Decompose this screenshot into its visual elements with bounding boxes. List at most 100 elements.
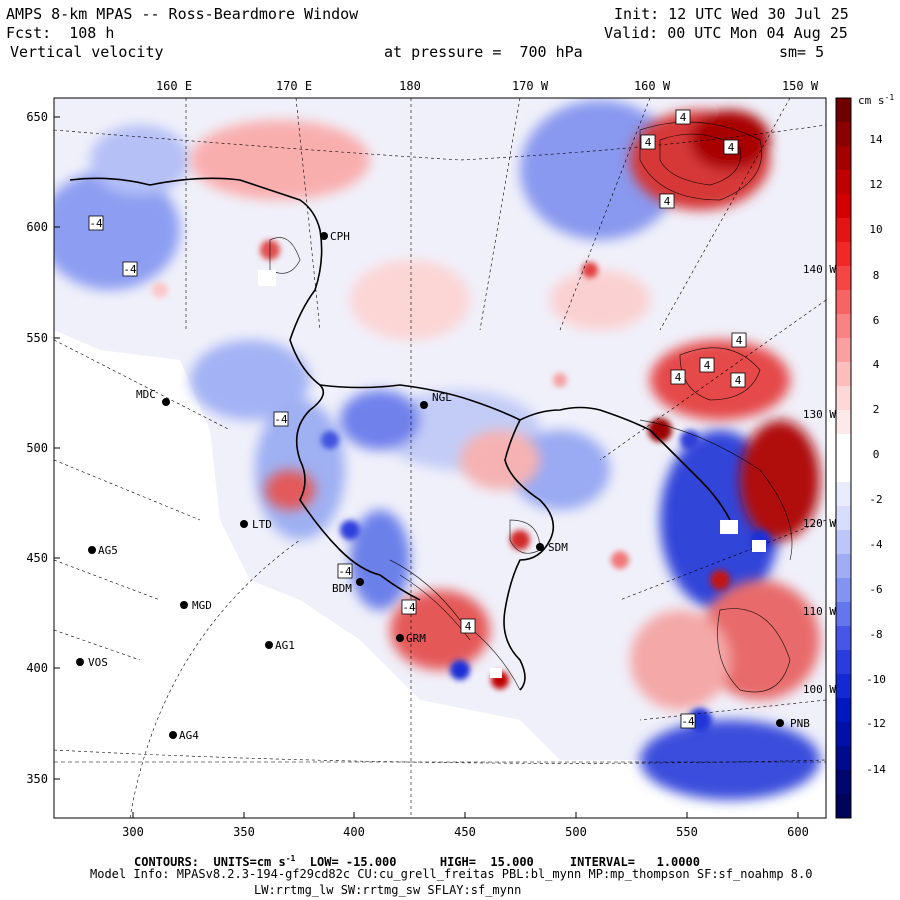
station-label: SDM bbox=[548, 541, 568, 554]
longitude-label: 170 E bbox=[276, 79, 312, 93]
colorbar-swatch bbox=[836, 146, 851, 171]
valid-time: Valid: 00 UTC Mon 04 Aug 25 bbox=[604, 24, 848, 42]
contour-label-box bbox=[670, 369, 686, 385]
colorbar-labels: 14 12 10 8 6 4 2 0 -2 -4 -6 -8 -10 -12 -14 bbox=[866, 133, 886, 776]
station-dot bbox=[162, 398, 170, 406]
colorbar-label: -12 bbox=[866, 717, 886, 730]
station-bdm: BDM bbox=[332, 578, 364, 595]
colorbar-swatch bbox=[836, 458, 851, 483]
physics-info: LW:rrtmg_lw SW:rrtmg_sw SFLAY:sf_mynn bbox=[254, 883, 522, 897]
colorbar-swatch bbox=[836, 722, 851, 747]
colorbar-swatch bbox=[836, 218, 851, 243]
colorbar-swatch bbox=[836, 578, 851, 603]
colorbar-label: 6 bbox=[873, 314, 880, 327]
station-label: CPH bbox=[330, 230, 350, 243]
station-label: AG1 bbox=[275, 639, 295, 652]
station-ngl: NGL bbox=[420, 391, 452, 409]
forecast-hour: Fcst: 108 h bbox=[6, 24, 115, 42]
x-tick-label: 400 bbox=[343, 825, 365, 839]
station-label: LTD bbox=[252, 518, 272, 531]
station-dot bbox=[169, 731, 177, 739]
field-name: Vertical velocity bbox=[10, 43, 164, 61]
y-axis-ticks: 650 600 550 500 450 400 350 bbox=[26, 110, 60, 786]
colorbar-swatch bbox=[836, 122, 851, 147]
station-pnb: PNB bbox=[776, 717, 810, 730]
station-grm: GRM bbox=[396, 632, 426, 645]
colorbar-swatch bbox=[836, 506, 851, 531]
longitude-label: 160 W bbox=[634, 79, 671, 93]
colorbar-swatch bbox=[836, 674, 851, 699]
colorbar-swatch bbox=[836, 434, 851, 459]
contour-label: -4 bbox=[401, 599, 417, 615]
x-tick-label: 550 bbox=[676, 825, 698, 839]
colorbar-label: 12 bbox=[869, 178, 882, 191]
longitude-label-right: 100 W bbox=[803, 683, 836, 696]
colorbar-label: 4 bbox=[873, 358, 880, 371]
contour-label-box bbox=[723, 139, 739, 155]
colorbar-swatch bbox=[836, 194, 851, 219]
contour-label-text: 4 bbox=[736, 334, 743, 347]
y-tick-label: 600 bbox=[26, 220, 48, 234]
longitude-label: 160 E bbox=[156, 79, 192, 93]
colorbar-label: -8 bbox=[869, 628, 882, 641]
colorbar-swatch bbox=[836, 98, 851, 123]
colorbar-label: -6 bbox=[869, 583, 882, 596]
model-title: AMPS 8-km MPAS -- Ross-Beardmore Window bbox=[6, 5, 359, 23]
contour-label-box bbox=[122, 261, 138, 277]
colorbar-label: 2 bbox=[873, 403, 880, 416]
station-dot bbox=[180, 601, 188, 609]
contour-info: CONTOURS: UNITS=cm s-1 LOW= -15.000 HIGH… bbox=[134, 854, 700, 869]
colorbar-swatch bbox=[836, 410, 851, 435]
station-dot bbox=[776, 719, 784, 727]
contour-label-box bbox=[731, 332, 747, 348]
smoothing: sm= 5 bbox=[779, 43, 825, 61]
station-mgd: MGD bbox=[180, 599, 212, 612]
station-dot bbox=[265, 641, 273, 649]
colorbar-swatch bbox=[836, 746, 851, 771]
contour-label-text: -4 bbox=[338, 565, 352, 578]
contour-label-text: -4 bbox=[123, 263, 137, 276]
colorbar-swatch bbox=[836, 242, 851, 267]
contour-label: 4 bbox=[659, 193, 675, 209]
contour-label: 4 bbox=[723, 139, 739, 155]
station-label: BDM bbox=[332, 582, 352, 595]
contour-label-text: 4 bbox=[675, 371, 682, 384]
station-label: NGL bbox=[432, 391, 452, 404]
longitude-label-right: 120 W bbox=[803, 517, 836, 530]
contour-label-text: 4 bbox=[664, 195, 671, 208]
contour-label-box bbox=[88, 215, 104, 231]
colorbar-swatch bbox=[836, 314, 851, 339]
contour-label-box bbox=[640, 134, 656, 150]
contour-label: 4 bbox=[699, 357, 715, 373]
station-dot bbox=[536, 543, 544, 551]
colorbar-swatch bbox=[836, 170, 851, 195]
contour-label: -4 bbox=[680, 713, 696, 729]
colorbar-swatch bbox=[836, 362, 851, 387]
station-ag4: AG4 bbox=[169, 729, 199, 742]
model-info: Model Info: MPASv8.2.3-194-gf29cd82c CU:… bbox=[90, 867, 813, 881]
station-label: GRM bbox=[406, 632, 426, 645]
colorbar-label: -4 bbox=[869, 538, 883, 551]
station-ag5: AG5 bbox=[88, 544, 118, 557]
station-dot bbox=[396, 634, 404, 642]
station-label: AG4 bbox=[179, 729, 199, 742]
contour-label: 4 bbox=[670, 369, 686, 385]
pressure-level: at pressure = 700 hPa bbox=[384, 43, 583, 61]
contour-label-text: -4 bbox=[681, 715, 695, 728]
colorbar-label: 10 bbox=[869, 223, 882, 236]
station-dot bbox=[240, 520, 248, 528]
contour-label-box bbox=[401, 599, 417, 615]
station-dot bbox=[76, 658, 84, 666]
station-ag1: AG1 bbox=[265, 639, 295, 652]
station-dot bbox=[88, 546, 96, 554]
contour-label-text: 4 bbox=[735, 374, 742, 387]
colorbar-swatch bbox=[836, 482, 851, 507]
colorbar-label: 0 bbox=[873, 448, 880, 461]
y-tick-label: 650 bbox=[26, 110, 48, 124]
right-longitude-labels: 140 W 130 W 120 W 110 W 100 W bbox=[803, 263, 836, 696]
contour-label-box bbox=[659, 193, 675, 209]
colorbar-label: -10 bbox=[866, 673, 886, 686]
station-label: PNB bbox=[790, 717, 810, 730]
x-tick-label: 500 bbox=[565, 825, 587, 839]
y-tick-label: 450 bbox=[26, 551, 48, 565]
